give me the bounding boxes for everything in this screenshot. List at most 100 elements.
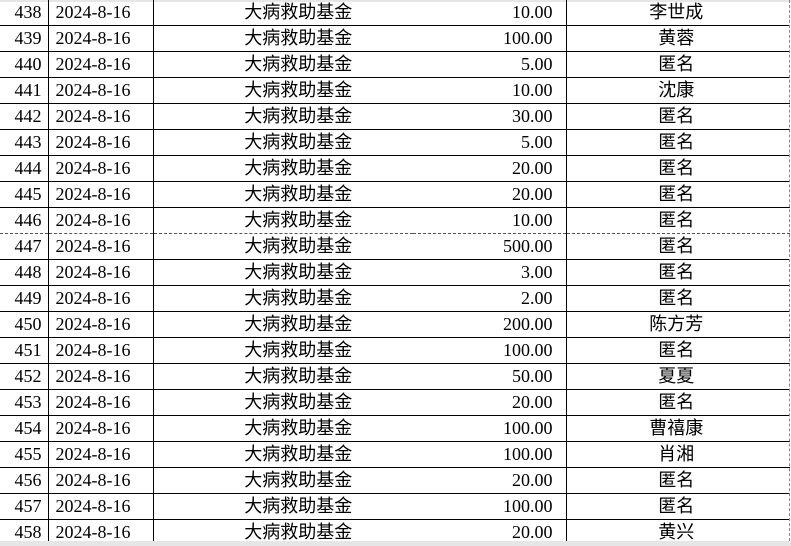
amount-cell[interactable]: 2.00 — [413, 285, 567, 312]
donor-cell[interactable]: 黄蓉 — [566, 25, 790, 52]
date-cell[interactable]: 2024-8-16 — [48, 389, 154, 416]
date-cell[interactable]: 2024-8-16 — [48, 103, 154, 130]
fund-cell[interactable]: 大病救助基金 — [153, 389, 413, 416]
amount-cell[interactable]: 20.00 — [413, 181, 567, 208]
date-cell[interactable]: 2024-8-16 — [48, 155, 154, 182]
fund-cell[interactable]: 大病救助基金 — [153, 0, 413, 26]
fund-cell[interactable]: 大病救助基金 — [153, 259, 413, 286]
fund-cell[interactable]: 大病救助基金 — [153, 337, 413, 364]
date-cell[interactable]: 2024-8-16 — [48, 207, 154, 234]
fund-cell[interactable]: 大病救助基金 — [153, 363, 413, 390]
fund-cell[interactable]: 大病救助基金 — [153, 25, 413, 52]
row-number-cell[interactable]: 451 — [0, 337, 49, 364]
amount-cell[interactable]: 100.00 — [413, 337, 567, 364]
amount-cell[interactable]: 20.00 — [413, 389, 567, 416]
fund-cell[interactable]: 大病救助基金 — [153, 467, 413, 494]
row-number-cell[interactable]: 455 — [0, 441, 49, 468]
fund-cell[interactable]: 大病救助基金 — [153, 155, 413, 182]
fund-cell[interactable]: 大病救助基金 — [153, 103, 413, 130]
donor-cell[interactable]: 匿名 — [566, 155, 790, 182]
fund-cell[interactable]: 大病救助基金 — [153, 311, 413, 338]
date-cell[interactable]: 2024-8-16 — [48, 441, 154, 468]
date-cell[interactable]: 2024-8-16 — [48, 0, 154, 26]
donor-cell[interactable]: 李世成 — [566, 0, 790, 26]
row-number-cell[interactable]: 438 — [0, 0, 49, 26]
date-cell[interactable]: 2024-8-16 — [48, 51, 154, 78]
date-cell[interactable]: 2024-8-16 — [48, 259, 154, 286]
donor-cell[interactable]: 陈方芳 — [566, 311, 790, 338]
row-number-cell[interactable]: 457 — [0, 493, 49, 520]
donor-cell[interactable]: 匿名 — [566, 467, 790, 494]
row-number-cell[interactable]: 456 — [0, 467, 49, 494]
fund-cell[interactable]: 大病救助基金 — [153, 51, 413, 78]
date-cell[interactable]: 2024-8-16 — [48, 129, 154, 156]
amount-cell[interactable]: 10.00 — [413, 0, 567, 26]
row-number-cell[interactable]: 443 — [0, 129, 49, 156]
amount-cell[interactable]: 30.00 — [413, 103, 567, 130]
donor-cell[interactable]: 匿名 — [566, 389, 790, 416]
date-cell[interactable]: 2024-8-16 — [48, 415, 154, 442]
donor-cell[interactable]: 匿名 — [566, 181, 790, 208]
amount-cell[interactable]: 50.00 — [413, 363, 567, 390]
donor-cell[interactable]: 匿名 — [566, 207, 790, 234]
amount-cell[interactable]: 500.00 — [413, 233, 567, 260]
amount-cell[interactable]: 100.00 — [413, 441, 567, 468]
amount-cell[interactable]: 100.00 — [413, 493, 567, 520]
fund-cell[interactable]: 大病救助基金 — [153, 285, 413, 312]
date-cell[interactable]: 2024-8-16 — [48, 181, 154, 208]
date-cell[interactable]: 2024-8-16 — [48, 363, 154, 390]
row-number-cell[interactable]: 440 — [0, 51, 49, 78]
fund-cell[interactable]: 大病救助基金 — [153, 415, 413, 442]
row-number-cell[interactable]: 448 — [0, 259, 49, 286]
fund-cell[interactable]: 大病救助基金 — [153, 129, 413, 156]
amount-cell[interactable]: 3.00 — [413, 259, 567, 286]
fund-cell[interactable]: 大病救助基金 — [153, 181, 413, 208]
amount-cell[interactable]: 20.00 — [413, 155, 567, 182]
amount-cell[interactable]: 10.00 — [413, 207, 567, 234]
donor-cell[interactable]: 匿名 — [566, 233, 790, 260]
date-cell[interactable]: 2024-8-16 — [48, 25, 154, 52]
fund-cell[interactable]: 大病救助基金 — [153, 441, 413, 468]
donor-cell[interactable]: 匿名 — [566, 103, 790, 130]
donor-cell[interactable]: 匿名 — [566, 337, 790, 364]
row-number-cell[interactable]: 446 — [0, 207, 49, 234]
date-cell[interactable]: 2024-8-16 — [48, 77, 154, 104]
row-number-cell[interactable]: 439 — [0, 25, 49, 52]
row-number-cell[interactable]: 445 — [0, 181, 49, 208]
donor-cell[interactable]: 匿名 — [566, 259, 790, 286]
amount-cell[interactable]: 100.00 — [413, 25, 567, 52]
donor-cell[interactable]: 匿名 — [566, 51, 790, 78]
amount-cell[interactable]: 100.00 — [413, 415, 567, 442]
donor-cell[interactable]: 匿名 — [566, 129, 790, 156]
row-number-cell[interactable]: 449 — [0, 285, 49, 312]
date-cell[interactable]: 2024-8-16 — [48, 493, 154, 520]
amount-cell[interactable]: 20.00 — [413, 467, 567, 494]
row-number-cell[interactable]: 454 — [0, 415, 49, 442]
row-number-cell[interactable]: 444 — [0, 155, 49, 182]
donor-cell[interactable]: 夏夏 — [566, 363, 790, 390]
donor-cell[interactable]: 匿名 — [566, 493, 790, 520]
amount-cell[interactable]: 200.00 — [413, 311, 567, 338]
date-cell[interactable]: 2024-8-16 — [48, 311, 154, 338]
amount-cell[interactable]: 5.00 — [413, 51, 567, 78]
row-number-cell[interactable]: 453 — [0, 389, 49, 416]
date-cell[interactable]: 2024-8-16 — [48, 285, 154, 312]
row-number-cell[interactable]: 450 — [0, 311, 49, 338]
date-cell[interactable]: 2024-8-16 — [48, 337, 154, 364]
amount-cell[interactable]: 5.00 — [413, 129, 567, 156]
amount-cell[interactable]: 10.00 — [413, 77, 567, 104]
row-number-cell[interactable]: 452 — [0, 363, 49, 390]
donor-cell[interactable]: 肖湘 — [566, 441, 790, 468]
donor-cell[interactable]: 匿名 — [566, 285, 790, 312]
fund-cell[interactable]: 大病救助基金 — [153, 77, 413, 104]
fund-cell[interactable]: 大病救助基金 — [153, 233, 413, 260]
row-number-cell[interactable]: 447 — [0, 233, 49, 260]
date-cell[interactable]: 2024-8-16 — [48, 467, 154, 494]
fund-cell[interactable]: 大病救助基金 — [153, 207, 413, 234]
date-cell[interactable]: 2024-8-16 — [48, 233, 154, 260]
row-number-cell[interactable]: 442 — [0, 103, 49, 130]
donor-cell[interactable]: 沈康 — [566, 77, 790, 104]
fund-cell[interactable]: 大病救助基金 — [153, 493, 413, 520]
row-number-cell[interactable]: 441 — [0, 77, 49, 104]
donor-cell[interactable]: 曹禧康 — [566, 415, 790, 442]
